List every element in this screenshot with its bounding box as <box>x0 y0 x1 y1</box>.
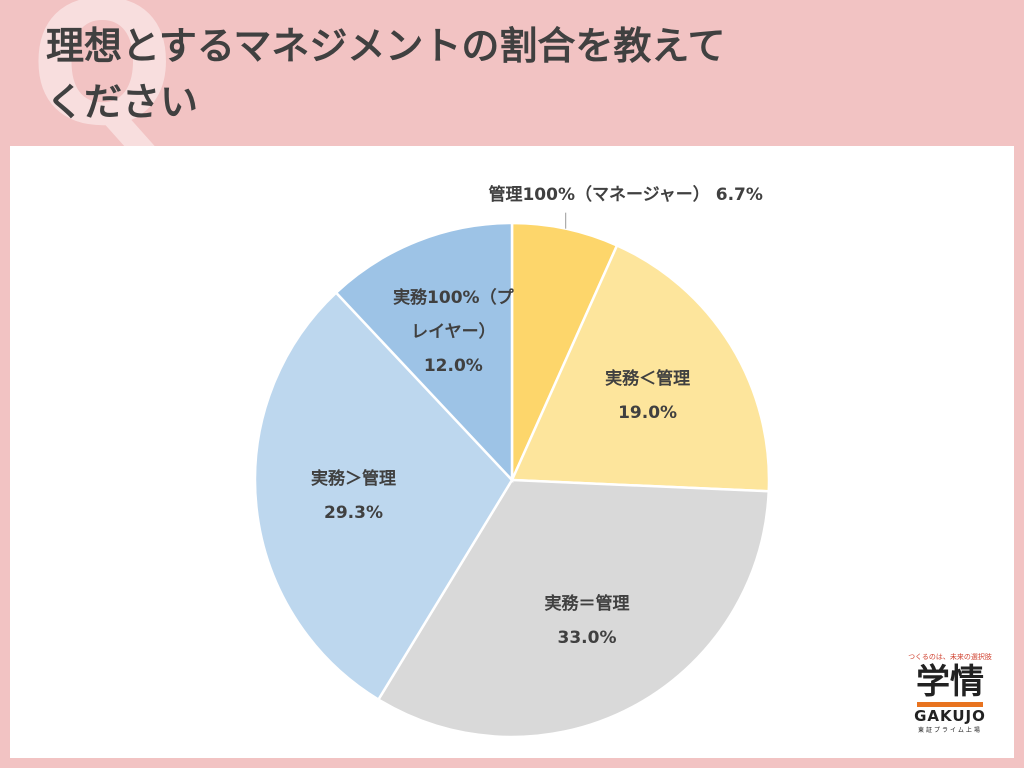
value-label: 6.7% <box>715 184 763 205</box>
category-label: 実務＜管理 <box>605 369 691 390</box>
slice-label: 管理100%（マネージャー） 6.7% <box>488 178 762 212</box>
pie-slice <box>253 290 514 702</box>
slice-label: 実務100%（プレイヤー） 12.0% <box>391 281 516 383</box>
logo: つくるのは、未来の選択肢 学情 GAKUJO 東証プライム上場 <box>895 652 1005 734</box>
category-label: 実務＝管理 <box>544 593 630 614</box>
slice-label: 実務＝管理 33.0% <box>525 587 650 655</box>
pie-slice <box>510 243 771 493</box>
category-label: 実務100%（プレイヤー） <box>393 287 514 342</box>
value-label: 33.0% <box>557 627 617 648</box>
title-line: ください <box>46 80 199 124</box>
category-label: 管理100%（マネージャー） <box>488 184 710 205</box>
logo-roman: GAKUJO <box>914 707 986 725</box>
pie-slice <box>376 478 771 739</box>
chart-title: 理想とするマネジメントの割合を教えて ください <box>46 18 725 130</box>
pie-slice <box>510 221 619 481</box>
value-label: 19.0% <box>618 403 678 424</box>
value-label: 12.0% <box>423 355 483 376</box>
value-label: 29.3% <box>324 503 383 524</box>
logo-tagline: つくるのは、未来の選択肢 <box>908 653 992 661</box>
title-line: 理想とするマネジメントの割合を教えて <box>46 24 726 68</box>
logo-name: 学情 <box>916 662 984 702</box>
slice-label: 実務＞管理 29.3% <box>291 462 416 530</box>
q-mark: Q <box>30 0 175 164</box>
logo-listing: 東証プライム上場 <box>918 727 982 734</box>
category-label: 実務＞管理 <box>311 469 396 490</box>
slice-label: 実務＜管理 19.0% <box>585 362 710 430</box>
logo-bar <box>917 702 983 707</box>
pie-slice <box>334 221 514 484</box>
